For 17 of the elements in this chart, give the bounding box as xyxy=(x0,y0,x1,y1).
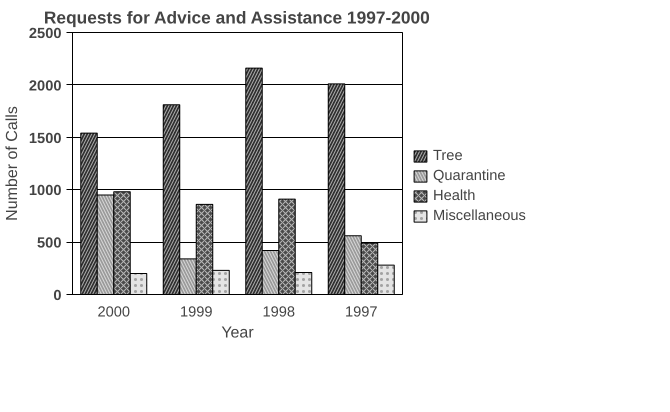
chart-title: Requests for Advice and Assistance 1997-2000 xyxy=(44,8,430,28)
x-tick-label: 1997 xyxy=(344,304,378,320)
y-tick-label: 1000 xyxy=(28,183,62,200)
legend-label: Tree xyxy=(433,148,463,164)
legend-label: Miscellaneous xyxy=(433,208,526,224)
y-tick-label: 2500 xyxy=(28,26,62,42)
y-tick-label: 1500 xyxy=(28,130,62,147)
legend-label: Health xyxy=(433,188,476,204)
x-tick-label: 2000 xyxy=(97,304,130,320)
x-tick-label: 1999 xyxy=(180,304,213,320)
x-axis-title: Year xyxy=(221,324,254,342)
x-tick-label: 1998 xyxy=(262,304,296,320)
y-axis-title: Number of Calls xyxy=(4,106,21,221)
y-tick-label: 2000 xyxy=(28,78,62,94)
y-tick-label: 0 xyxy=(53,288,62,304)
y-tick-label: 500 xyxy=(37,236,62,252)
legend-label: Quarantine xyxy=(433,168,506,184)
